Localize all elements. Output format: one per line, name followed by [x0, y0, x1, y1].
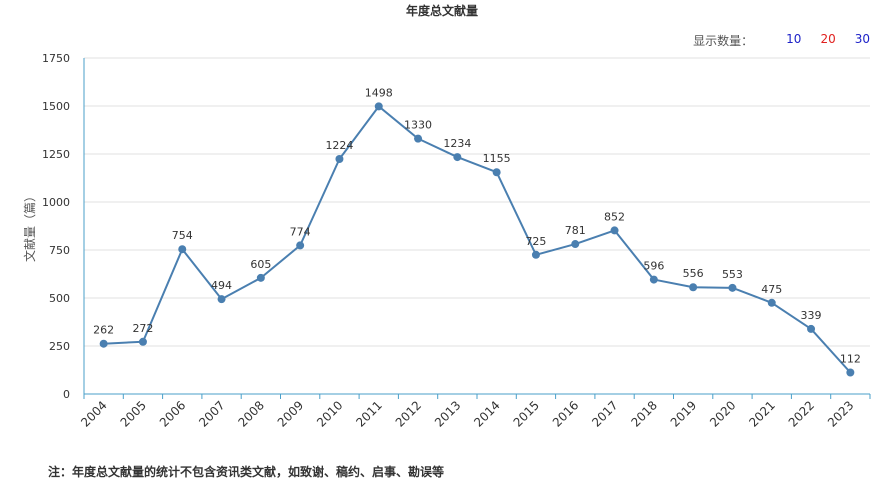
data-label: 339 — [801, 309, 822, 322]
x-tick-label: 2014 — [471, 398, 502, 429]
x-tick-label: 2016 — [550, 398, 581, 429]
data-point — [374, 102, 383, 111]
data-label: 1330 — [404, 119, 432, 132]
gridlines — [84, 57, 870, 347]
series-line — [103, 105, 852, 374]
axes: 0 250 500 750 1000 1250 1500 1750 2004 2005 2006 20… — [22, 52, 871, 430]
data-label: 1224 — [325, 139, 353, 152]
data-label: 494 — [211, 279, 232, 292]
data-point — [492, 168, 501, 177]
data-point — [138, 337, 147, 346]
data-label: 262 — [93, 324, 114, 337]
data-label: 556 — [683, 267, 704, 280]
y-tick-label: 0 — [63, 388, 70, 401]
display-count-control: 显示数量： 10 20 30 — [693, 32, 870, 49]
y-axis-label: 文献量（篇） — [22, 190, 37, 262]
x-tick-label: 2019 — [668, 398, 699, 429]
x-tick-label: 2021 — [746, 398, 777, 429]
data-label: 754 — [172, 229, 193, 242]
data-point — [414, 134, 423, 143]
data-label: 1498 — [365, 86, 393, 99]
x-tick-label: 2020 — [707, 398, 738, 429]
data-label: 112 — [840, 352, 861, 365]
data-point — [217, 295, 226, 304]
data-labels: 262 272 754 494 605 774 1224 1498 1330 1234 1155 72… — [93, 86, 861, 365]
data-label: 553 — [722, 268, 743, 281]
x-tick-label: 2012 — [393, 398, 424, 429]
data-point — [178, 245, 187, 254]
data-label: 272 — [132, 322, 153, 335]
x-tick-label: 2006 — [157, 398, 188, 429]
chart-title: 年度总文献量 — [405, 4, 478, 18]
data-point — [728, 283, 737, 292]
footnote: 注：年度总文献量的统计不包含资讯类文献，如致谢、稿约、启事、勘误等 — [48, 465, 445, 479]
data-point — [767, 298, 776, 307]
x-tick-label: 2005 — [118, 398, 149, 429]
x-tick-label: 2013 — [432, 398, 463, 429]
data-point — [256, 273, 265, 282]
data-label: 596 — [643, 260, 664, 273]
data-point — [335, 154, 344, 163]
display-count-option-30[interactable]: 30 — [854, 32, 870, 46]
y-tick-label: 1500 — [42, 100, 70, 113]
x-tick-label: 2009 — [275, 398, 306, 429]
display-count-label: 显示数量： — [693, 34, 754, 48]
data-label: 1155 — [483, 152, 511, 165]
y-tick-label: 1750 — [42, 52, 70, 65]
data-point — [99, 339, 108, 348]
x-tick-label: 2008 — [235, 398, 266, 429]
data-points — [99, 102, 855, 377]
x-tick-label: 2023 — [825, 398, 856, 429]
y-tick-label: 750 — [49, 244, 70, 257]
display-count-option-20[interactable]: 20 — [820, 32, 836, 46]
data-label: 1234 — [443, 137, 471, 150]
data-point — [689, 283, 698, 292]
data-label: 852 — [604, 210, 625, 223]
data-point — [846, 368, 855, 377]
data-point — [807, 324, 816, 333]
data-point — [571, 240, 580, 249]
x-tick-label: 2010 — [314, 398, 345, 429]
x-tick-label: 2004 — [78, 398, 109, 429]
y-tick-label: 250 — [49, 340, 70, 353]
data-label: 475 — [761, 283, 782, 296]
x-tick-label: 2015 — [511, 398, 542, 429]
x-tick-label: 2022 — [786, 398, 817, 429]
data-point — [610, 226, 619, 235]
y-tick-label: 500 — [49, 292, 70, 305]
data-label: 781 — [565, 224, 586, 237]
data-point — [453, 153, 462, 162]
data-point — [296, 241, 305, 250]
x-tick-label: 2011 — [353, 398, 384, 429]
data-label: 725 — [525, 235, 546, 248]
data-point — [531, 250, 540, 259]
x-tick-label: 2018 — [628, 398, 659, 429]
data-label: 605 — [250, 258, 271, 271]
x-tick-label: 2007 — [196, 398, 227, 429]
data-label: 774 — [290, 225, 311, 238]
x-tick-label: 2017 — [589, 398, 620, 429]
y-tick-label: 1000 — [42, 196, 70, 209]
series-line-group — [103, 105, 852, 374]
display-count-option-10[interactable]: 10 — [786, 32, 802, 46]
data-point — [649, 275, 658, 284]
y-tick-label: 1250 — [42, 148, 70, 161]
